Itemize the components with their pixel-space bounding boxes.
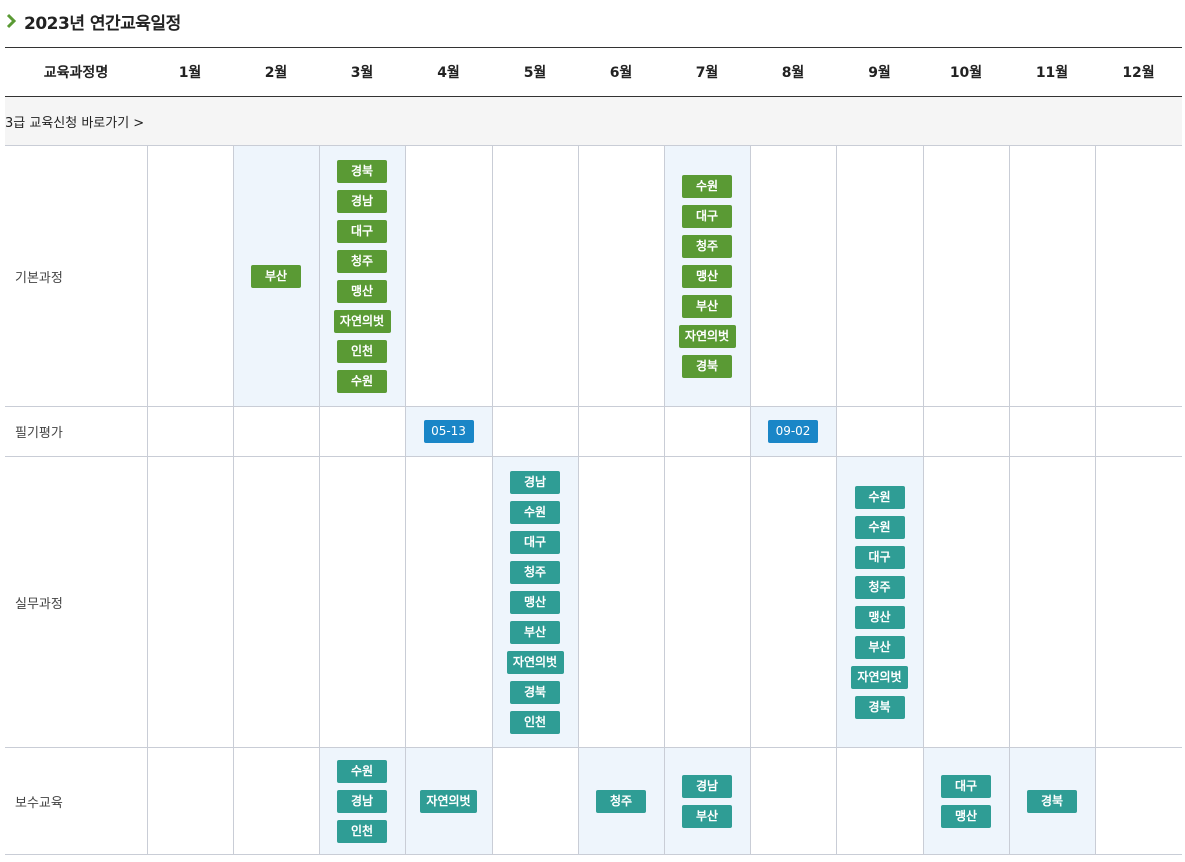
schedule-tag[interactable]: 부산: [682, 294, 732, 318]
course-name: 기본과정: [5, 145, 148, 407]
schedule-tag[interactable]: 경북: [510, 680, 560, 704]
schedule-tag[interactable]: 청주: [510, 560, 560, 584]
schedule-tag[interactable]: 맹산: [854, 605, 905, 629]
schedule-tag[interactable]: 맹산: [941, 804, 991, 828]
schedule-tag[interactable]: 자연의벗: [851, 665, 908, 689]
exam-date-tag[interactable]: 09-02: [768, 420, 818, 443]
schedule-tag[interactable]: 맹산: [337, 279, 387, 303]
header-month: 10월: [923, 47, 1009, 97]
schedule-tag[interactable]: 청주: [337, 249, 387, 273]
apply-level3-link[interactable]: 3급 교육신청 바로가기 >: [5, 115, 145, 131]
schedule-tag[interactable]: 수원: [510, 500, 560, 524]
annual-schedule-table: 교육과정명 1월 2월 3월 4월 5월 6월 7월 8월 9월 10월 11월…: [5, 47, 1182, 855]
schedule-tag[interactable]: 경북: [854, 695, 905, 719]
course-name: 보수교육: [5, 747, 148, 855]
schedule-tag[interactable]: 청주: [682, 234, 732, 258]
header-month: 3월: [319, 47, 405, 97]
table-row: 기본과정 부산 경북 경남 대구 청주 맹산 자연의벗 인천 수원 수원 대구 …: [5, 145, 1182, 407]
table-row: 보수교육 수원 경남 인천 자연의벗 청주 경남 부산 대구: [5, 747, 1182, 855]
schedule-tag[interactable]: 수원: [854, 485, 905, 509]
header-month: 8월: [750, 47, 836, 97]
schedule-tag[interactable]: 부산: [510, 620, 560, 644]
schedule-tag[interactable]: 부산: [854, 635, 905, 659]
header-month: 2월: [233, 47, 319, 97]
schedule-tag[interactable]: 경북: [337, 159, 387, 183]
schedule-tag[interactable]: 경북: [682, 354, 732, 378]
schedule-tag[interactable]: 자연의벗: [420, 789, 477, 813]
schedule-tag[interactable]: 경남: [337, 789, 387, 813]
header-month: 12월: [1095, 47, 1182, 97]
schedule-tag[interactable]: 경북: [1027, 789, 1077, 813]
schedule-tag[interactable]: 부산: [682, 804, 732, 828]
header-course-name: 교육과정명: [5, 47, 147, 97]
schedule-tag[interactable]: 부산: [251, 264, 301, 288]
table-row: 실무과정 경남 수원 대구 청주 맹산 부산 자연의벗 경북 인천 수원 수원: [5, 456, 1182, 748]
schedule-tag[interactable]: 맹산: [510, 590, 560, 614]
schedule-tag[interactable]: 자연의벗: [678, 324, 736, 348]
header-month: 9월: [836, 47, 923, 97]
schedule-tag[interactable]: 인천: [337, 819, 387, 843]
header-row: 교육과정명 1월 2월 3월 4월 5월 6월 7월 8월 9월 10월 11월…: [5, 47, 1182, 97]
schedule-tag[interactable]: 맹산: [682, 264, 732, 288]
schedule-tag[interactable]: 자연의벗: [506, 650, 564, 674]
section-title: 2023년 연간교육일정: [4, 7, 181, 35]
chevron-right-icon: [6, 13, 17, 29]
schedule-tag[interactable]: 수원: [337, 369, 387, 393]
schedule-tag[interactable]: 인천: [510, 710, 560, 734]
schedule-tag[interactable]: 대구: [854, 545, 905, 569]
schedule-tag[interactable]: 경남: [510, 470, 560, 494]
course-name: 필기평가: [5, 406, 148, 457]
schedule-tag[interactable]: 수원: [337, 759, 387, 783]
schedule-tag[interactable]: 대구: [337, 219, 387, 243]
header-month: 4월: [405, 47, 492, 97]
header-month: 6월: [578, 47, 664, 97]
table-row: 필기평가 05-13 09-02: [5, 406, 1182, 457]
schedule-tag[interactable]: 자연의벗: [333, 309, 391, 333]
schedule-tag[interactable]: 대구: [510, 530, 560, 554]
exam-date-tag[interactable]: 05-13: [423, 420, 474, 443]
schedule-tag[interactable]: 청주: [854, 575, 905, 599]
schedule-tag[interactable]: 경남: [682, 774, 732, 798]
course-name: 실무과정: [5, 456, 148, 748]
schedule-tag[interactable]: 수원: [682, 174, 732, 198]
header-month: 1월: [147, 47, 233, 97]
schedule-tag[interactable]: 청주: [596, 789, 646, 813]
header-month: 7월: [664, 47, 750, 97]
schedule-tag[interactable]: 인천: [337, 339, 387, 363]
schedule-tag[interactable]: 경남: [337, 189, 387, 213]
schedule-tag[interactable]: 수원: [854, 515, 905, 539]
page-title: 2023년 연간교육일정: [24, 13, 181, 34]
apply-row: 3급 교육신청 바로가기 >: [5, 96, 1182, 146]
header-month: 5월: [492, 47, 578, 97]
schedule-tag[interactable]: 대구: [682, 204, 732, 228]
schedule-tag[interactable]: 대구: [941, 774, 991, 798]
header-month: 11월: [1009, 47, 1095, 97]
